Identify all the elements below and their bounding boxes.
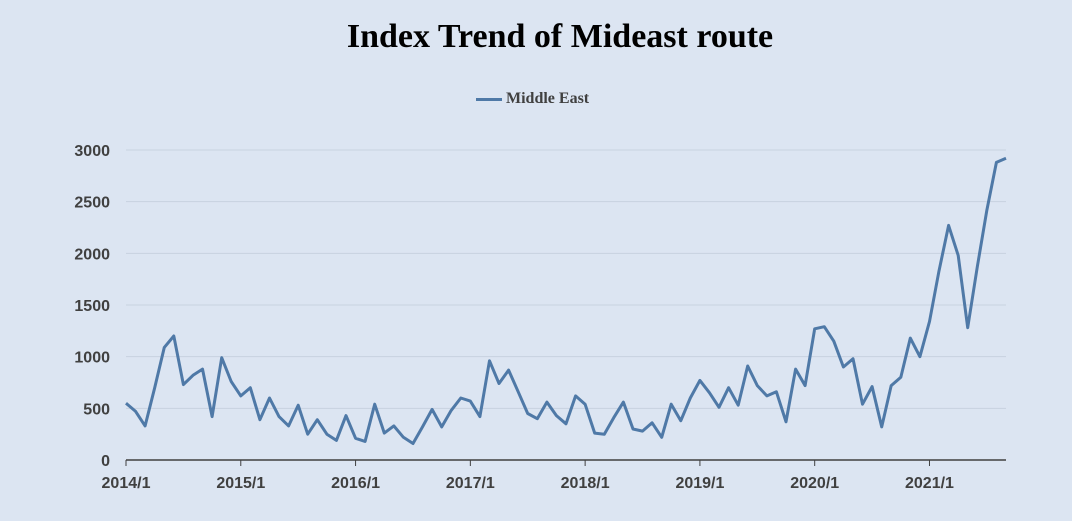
x-tick-label: 2020/1 <box>790 475 839 492</box>
y-tick-label: 1000 <box>74 350 110 367</box>
x-tick-label: 2017/1 <box>446 475 495 492</box>
chart-title: Index Trend of Mideast route <box>346 18 774 55</box>
y-tick-label: 3000 <box>74 143 110 160</box>
x-tick-label: 2016/1 <box>331 475 380 492</box>
y-tick-label: 2000 <box>74 246 110 263</box>
y-tick-label: 2500 <box>74 195 110 212</box>
y-tick-label: 500 <box>83 401 110 418</box>
y-tick-label: 1500 <box>74 298 110 315</box>
x-tick-label: 2019/1 <box>675 475 724 492</box>
x-tick-label: 2018/1 <box>561 475 610 492</box>
legend-label: Middle East <box>506 90 590 107</box>
x-tick-label: 2015/1 <box>216 475 265 492</box>
legend: Middle East <box>476 90 589 108</box>
legend-swatch <box>476 97 502 101</box>
x-tick-label: 2014/1 <box>102 475 151 492</box>
y-tick-label: 0 <box>101 453 110 470</box>
x-tick-label: 2021/1 <box>905 475 954 492</box>
series-line-middle-east <box>125 156 1007 445</box>
